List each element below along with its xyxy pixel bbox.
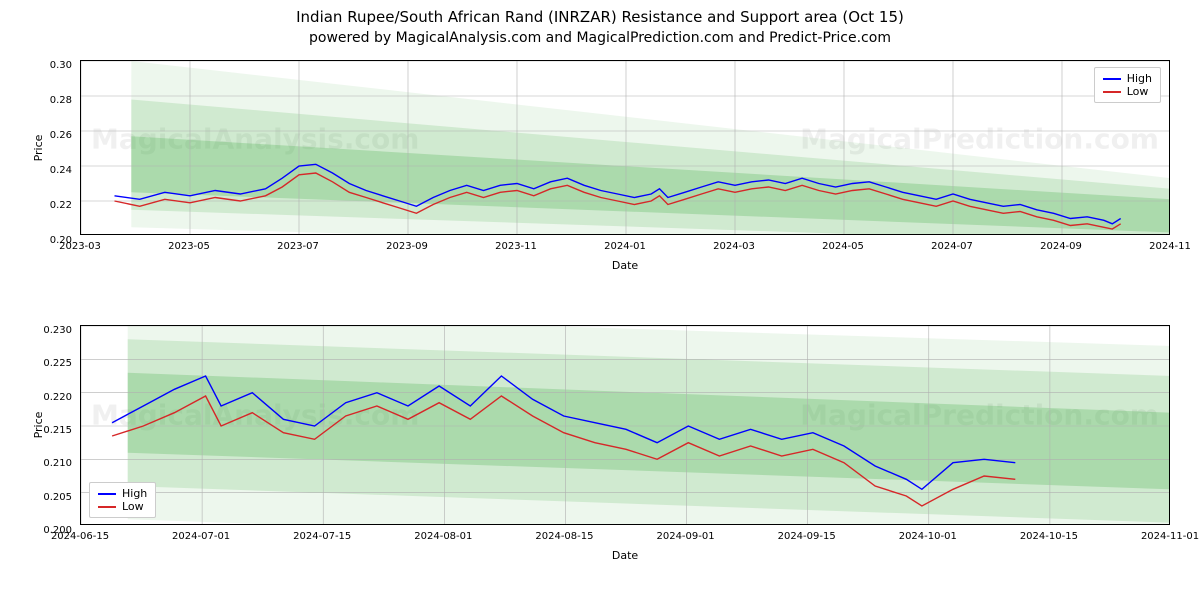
xtick-label: 2024-08-01	[414, 531, 472, 542]
legend-label-low: Low	[122, 500, 144, 513]
legend-swatch-high	[1103, 78, 1121, 80]
xtick-label: 2024-11-01	[1141, 531, 1199, 542]
chart-bottom-plot: MagicalAnalysis.com MagicalPrediction.co…	[80, 325, 1170, 525]
chart-top-legend: High Low	[1094, 67, 1161, 103]
xtick-label: 2024-01	[604, 241, 646, 252]
legend-swatch-low	[1103, 91, 1121, 93]
chart-top-plot: MagicalAnalysis.com MagicalPrediction.co…	[80, 60, 1170, 235]
chart-top-ylabel: Price	[32, 134, 45, 161]
chart-top-xlabel: Date	[612, 259, 638, 272]
xtick-label: 2024-03	[713, 241, 755, 252]
xtick-label: 2023-05	[168, 241, 210, 252]
page-title: Indian Rupee/South African Rand (INRZAR)…	[0, 0, 1200, 26]
chart-top-svg	[81, 61, 1170, 235]
xtick-label: 2024-10-01	[899, 531, 957, 542]
xtick-label: 2023-07	[277, 241, 319, 252]
xtick-label: 2023-09	[386, 241, 428, 252]
legend-item-low: Low	[1103, 85, 1152, 98]
xtick-label: 2024-06-15	[51, 531, 109, 542]
xtick-label: 2024-07	[931, 241, 973, 252]
legend-label-high: High	[122, 487, 147, 500]
legend-label-high: High	[1127, 72, 1152, 85]
xtick-label: 2024-09-01	[656, 531, 714, 542]
xtick-label: 2024-08-15	[535, 531, 593, 542]
xtick-label: 2024-11	[1149, 241, 1191, 252]
xtick-label: 2024-09-15	[778, 531, 836, 542]
legend-item-low: Low	[98, 500, 147, 513]
chart-bottom-legend: High Low	[89, 482, 156, 518]
chart-bottom-xlabel: Date	[612, 549, 638, 562]
xtick-label: 2024-05	[822, 241, 864, 252]
legend-swatch-high	[98, 493, 116, 495]
legend-item-high: High	[1103, 72, 1152, 85]
xtick-label: 2024-10-15	[1020, 531, 1078, 542]
xtick-label: 2023-03	[59, 241, 101, 252]
chart-bottom-svg	[81, 326, 1170, 525]
chart-bottom-ylabel: Price	[32, 412, 45, 439]
xtick-label: 2024-07-01	[172, 531, 230, 542]
xtick-label: 2023-11	[495, 241, 537, 252]
xtick-label: 2024-07-15	[293, 531, 351, 542]
page-subtitle: powered by MagicalAnalysis.com and Magic…	[0, 26, 1200, 52]
legend-item-high: High	[98, 487, 147, 500]
legend-swatch-low	[98, 506, 116, 508]
legend-label-low: Low	[1127, 85, 1149, 98]
xtick-label: 2024-09	[1040, 241, 1082, 252]
